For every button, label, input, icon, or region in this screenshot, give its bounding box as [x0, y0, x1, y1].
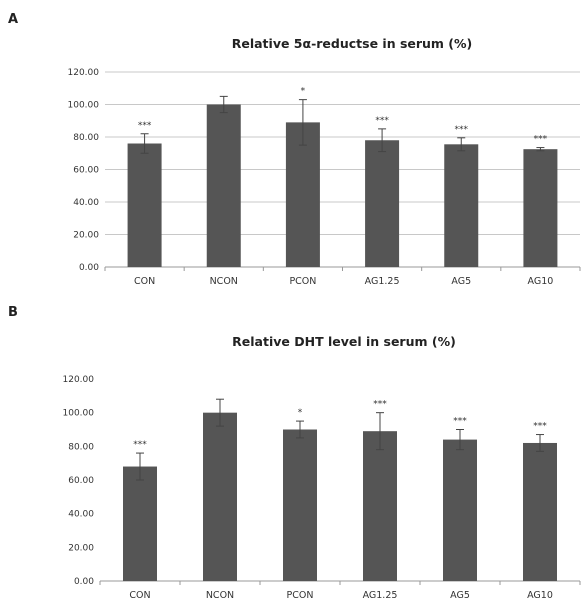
- chart-b-y-tick-label: 80.00: [68, 442, 94, 452]
- chart-b-bar-ag10: [523, 442, 557, 581]
- chart-b-y-tick-label: 60.00: [68, 476, 94, 486]
- chart-b-bar-con: [123, 466, 157, 581]
- chart-a-bar-pcon: [285, 122, 320, 267]
- chart-b-bar-ag5: [443, 439, 477, 581]
- chart-a-significance-label: ***: [375, 116, 389, 126]
- chart-b-bar-ncon: [203, 412, 237, 581]
- chart-a-significance-label: ***: [455, 125, 469, 135]
- chart-a-category-label: NCON: [210, 276, 238, 287]
- chart-a-bar-ncon: [206, 104, 241, 267]
- chart-b-category-label: CON: [129, 590, 150, 601]
- chart-b-category-label: AG10: [527, 590, 553, 601]
- chart-a-y-tick-label: 20.00: [73, 231, 99, 241]
- chart-a-significance-label: ***: [138, 121, 152, 131]
- panel-label-b: B: [8, 305, 18, 320]
- chart-b-significance-label: ***: [133, 440, 147, 450]
- chart-a-y-tick-label: 120.00: [68, 68, 100, 78]
- chart-b-y-tick-label: 120.00: [63, 375, 95, 385]
- chart-a-significance-label: *: [301, 87, 306, 97]
- chart-b-category-label: PCON: [287, 590, 314, 601]
- chart-a-category-label: AG5: [451, 276, 471, 287]
- chart-a-y-tick-label: 40.00: [73, 198, 99, 208]
- chart-b-title: Relative DHT level in serum (%): [232, 334, 456, 349]
- chart-a-category-label: PCON: [289, 276, 316, 287]
- chart-b-significance-label: ***: [373, 400, 387, 410]
- chart-a-bar-con: [127, 143, 162, 267]
- chart-a-significance-label: ***: [534, 135, 548, 145]
- chart-a-y-tick-label: 0.00: [79, 263, 99, 273]
- chart-b-category-label: NCON: [206, 590, 234, 601]
- chart-a-category-label: CON: [134, 276, 155, 287]
- chart-b-category-label: AG1.25: [363, 590, 398, 601]
- chart-a-bar-ag1-25: [365, 140, 400, 267]
- chart-b-category-label: AG5: [450, 590, 470, 601]
- chart-b-significance-label: ***: [453, 417, 467, 427]
- chart-a-bar-ag5: [444, 144, 479, 267]
- chart-b-significance-label: *: [298, 408, 303, 418]
- chart-b-y-tick-label: 100.00: [63, 409, 95, 419]
- chart-b-y-tick-label: 40.00: [68, 510, 94, 520]
- chart-a-bar-ag10: [523, 149, 558, 267]
- chart-a-category-label: AG1.25: [365, 276, 400, 287]
- panel-label-a: A: [8, 12, 19, 27]
- chart-a: Relative 5α-reductse in serum (%) 0.00 20.…: [68, 36, 581, 287]
- chart-a-y-tick-label: 100.00: [68, 101, 100, 111]
- chart-a-y-tick-label: 60.00: [73, 166, 99, 176]
- chart-b-bar-ag1-25: [363, 431, 397, 581]
- chart-a-title: Relative 5α-reductse in serum (%): [232, 36, 473, 51]
- chart-b-bar-pcon: [283, 429, 317, 581]
- chart-a-y-tick-label: 80.00: [73, 133, 99, 143]
- chart-a-category-label: AG10: [528, 276, 554, 287]
- chart-b-significance-label: ***: [533, 422, 547, 432]
- chart-b-y-tick-label: 0.00: [74, 577, 94, 587]
- chart-b-y-tick-label: 20.00: [68, 543, 94, 553]
